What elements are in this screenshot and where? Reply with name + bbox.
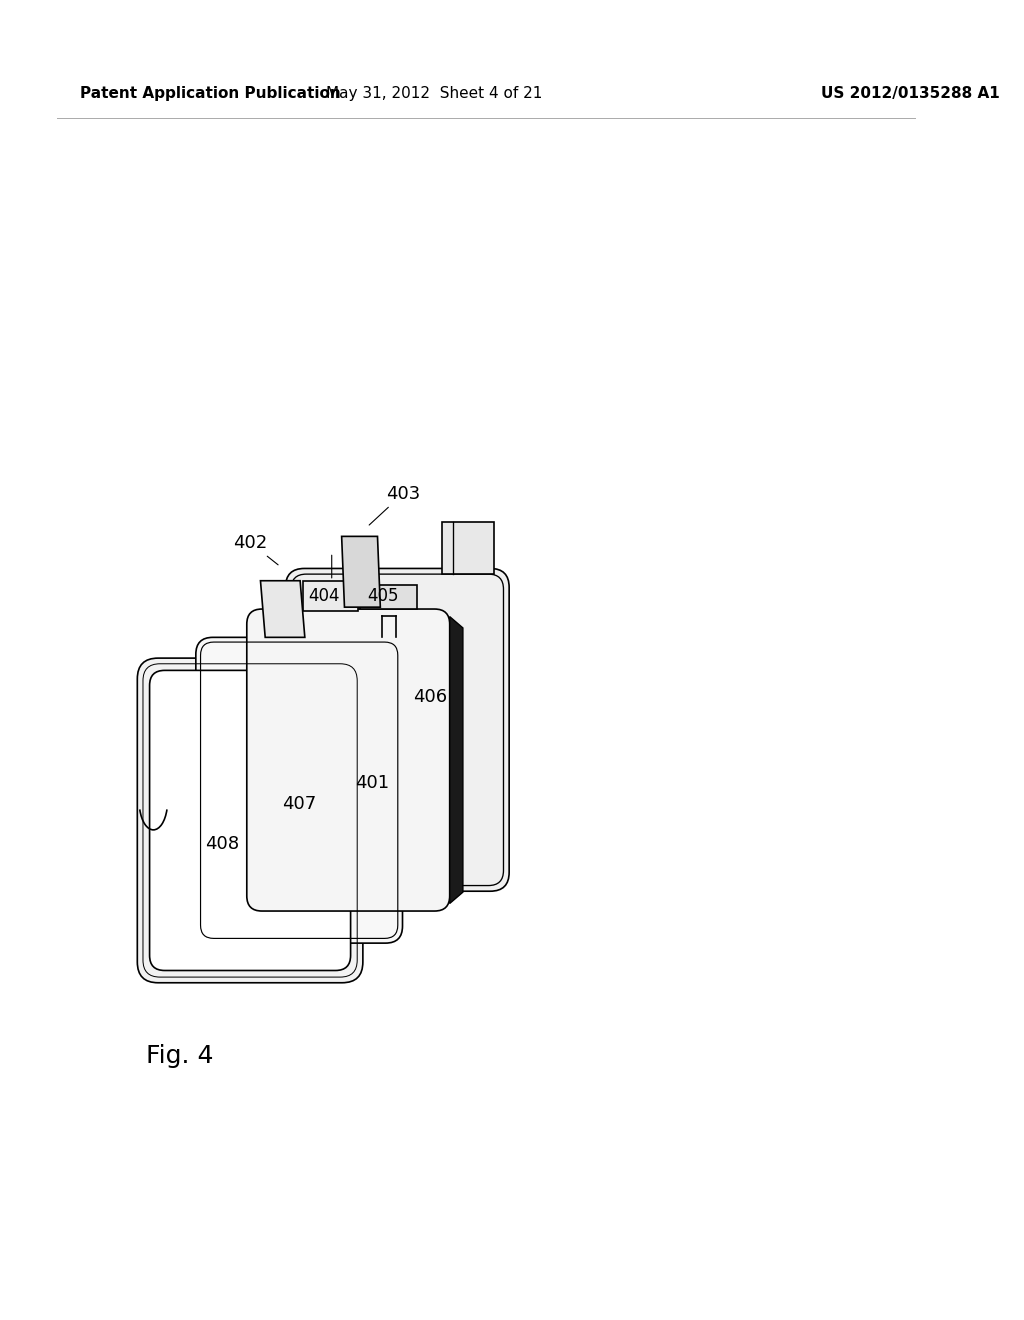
Text: 404: 404 <box>308 587 340 606</box>
Text: Patent Application Publication: Patent Application Publication <box>80 86 341 100</box>
FancyBboxPatch shape <box>286 569 509 891</box>
Polygon shape <box>450 616 463 903</box>
Text: May 31, 2012  Sheet 4 of 21: May 31, 2012 Sheet 4 of 21 <box>326 86 543 100</box>
Polygon shape <box>442 523 494 574</box>
Text: 408: 408 <box>205 834 239 853</box>
Text: 407: 407 <box>282 795 316 813</box>
Polygon shape <box>360 586 417 609</box>
Text: Fig. 4: Fig. 4 <box>146 1044 214 1068</box>
Polygon shape <box>342 536 380 607</box>
FancyBboxPatch shape <box>196 638 402 942</box>
FancyBboxPatch shape <box>150 671 350 970</box>
Text: US 2012/0135288 A1: US 2012/0135288 A1 <box>821 86 999 100</box>
Text: 403: 403 <box>370 484 420 525</box>
FancyBboxPatch shape <box>247 609 450 911</box>
Polygon shape <box>260 581 305 638</box>
Text: 401: 401 <box>354 775 389 792</box>
Text: 405: 405 <box>368 587 399 606</box>
FancyBboxPatch shape <box>137 659 362 983</box>
Polygon shape <box>303 581 358 611</box>
Text: 406: 406 <box>414 688 447 705</box>
Text: 402: 402 <box>233 533 279 565</box>
